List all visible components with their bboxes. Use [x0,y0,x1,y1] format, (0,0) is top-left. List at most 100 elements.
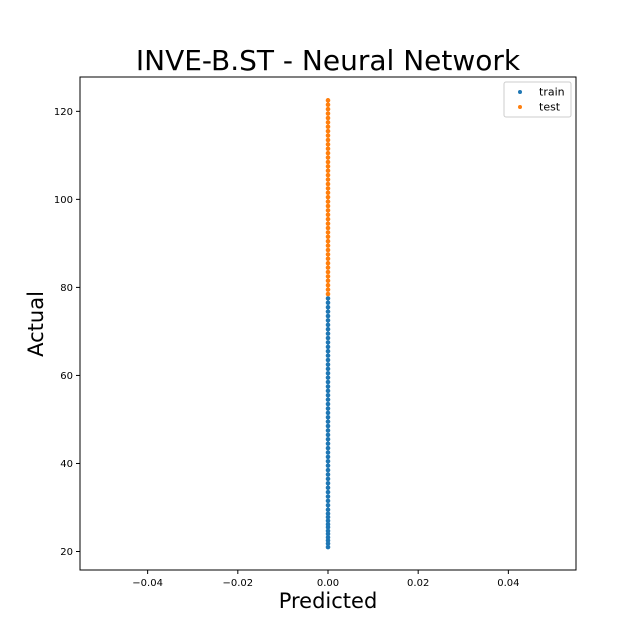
point-train [325,507,331,512]
point-train [325,353,331,358]
x-axis: −0.04 −0.02 0.00 0.02 0.04 [132,570,519,589]
point-test [325,199,331,204]
point-train [325,344,331,350]
point-test [325,177,331,182]
point-train [325,480,331,486]
legend: train test [503,81,572,118]
point-train [325,463,331,468]
point-train [325,357,331,363]
point-test [325,256,331,262]
y-tick-label: 20 [60,547,73,558]
point-test [325,124,331,130]
point-test [325,146,331,152]
point-test [325,278,331,284]
point-test [325,252,331,257]
point-test [325,186,331,191]
point-test [325,243,331,248]
point-test [325,164,331,169]
point-train [325,392,331,398]
point-train [325,502,331,508]
y-tick-label: 80 [60,283,73,294]
point-train [325,535,331,540]
point-train [325,485,331,490]
scatter-points [325,98,331,550]
point-test [325,115,331,121]
point-test [325,159,331,165]
point-train [325,326,331,332]
point-train [325,476,331,482]
point-train [325,514,331,520]
x-axis-label: Predicted [279,589,378,613]
point-test [325,194,331,200]
point-train [325,498,331,504]
point-train [325,384,331,389]
legend-label-test: test [539,101,561,114]
point-train [325,388,331,394]
x-tick-label: −0.04 [132,578,163,589]
point-train [325,544,331,550]
point-train [325,296,331,301]
point-train [325,450,331,455]
point-test [325,128,331,134]
y-tick-label: 40 [60,459,73,470]
point-train [325,397,331,402]
y-axis-label: Actual [24,291,48,357]
point-test [325,106,331,112]
point-test [325,172,331,178]
point-test [325,98,331,103]
y-tick-label: 100 [54,195,73,206]
point-train [325,528,331,534]
x-tick-label: 0.02 [407,578,429,589]
point-train [325,432,331,438]
y-tick-label: 60 [60,371,73,382]
point-test [325,155,331,160]
point-train [325,362,331,367]
point-test [325,142,331,147]
point-test [325,133,331,138]
legend-marker-train [518,90,522,94]
point-test [325,208,331,213]
point-train [325,458,331,464]
point-test [325,111,331,116]
point-train [325,419,331,424]
point-train [325,304,331,310]
chart-title: INVE-B.ST - Neural Network [136,44,521,77]
point-test [325,216,331,222]
point-test [325,168,331,174]
point-train [325,511,331,516]
point-test [325,265,331,270]
point-test [325,181,331,187]
point-train [325,322,331,328]
point-train [325,423,331,429]
point-train [325,441,331,446]
point-test [325,269,331,275]
point-train [325,401,331,407]
point-test [325,274,331,279]
point-test [325,234,331,240]
point-test [325,282,331,288]
series-train [325,296,331,550]
point-test [325,260,331,266]
point-test [325,291,331,297]
point-train [325,472,331,477]
point-train [325,489,331,495]
point-train [325,366,331,372]
point-test [325,190,331,196]
point-train [325,518,331,523]
legend-label-train: train [539,86,565,99]
point-train [325,436,331,442]
point-train [325,300,331,306]
x-tick-label: 0.04 [497,578,519,589]
point-train [325,521,331,527]
point-train [325,348,331,354]
point-test [325,102,331,108]
series-test [325,98,331,297]
y-tick-label: 120 [54,107,73,118]
point-test [325,247,331,253]
point-train [325,340,331,345]
point-train [325,414,331,420]
point-test [325,120,331,125]
point-test [325,203,331,209]
point-train [325,370,331,376]
